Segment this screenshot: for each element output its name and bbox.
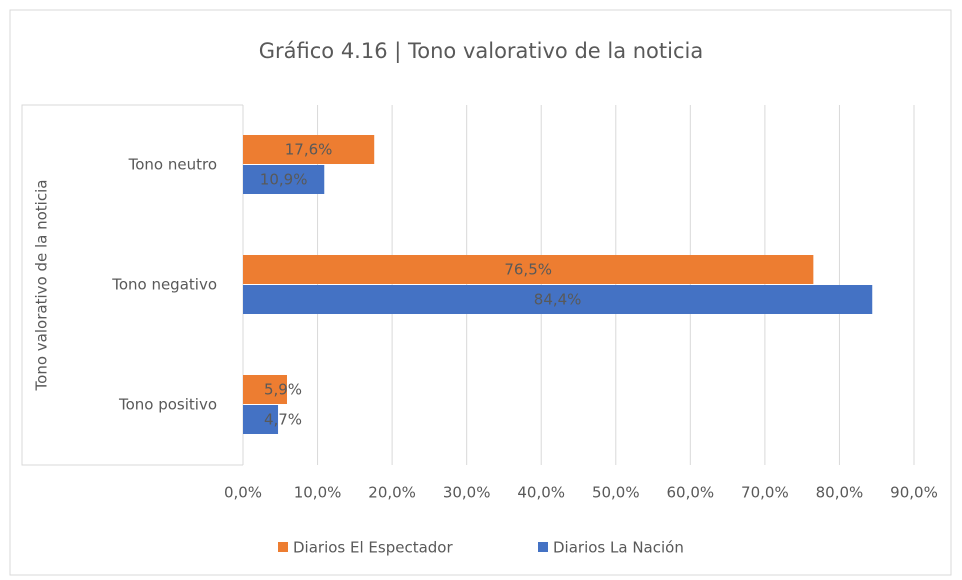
data-label: 84,4%	[534, 291, 582, 309]
axis-box	[21, 104, 243, 466]
y-tick-label: Tono neutro	[128, 156, 217, 174]
bar	[243, 285, 873, 314]
data-label: 76,5%	[504, 261, 552, 279]
x-tick-label: 40,0%	[517, 484, 565, 502]
x-tick-label: 50,0%	[592, 484, 640, 502]
bar	[243, 375, 287, 404]
x-tick-label: 30,0%	[443, 484, 491, 502]
legend-swatch	[278, 542, 288, 552]
x-tick-label: 60,0%	[667, 484, 715, 502]
data-label: 5,9%	[264, 381, 302, 399]
x-tick-label: 90,0%	[890, 484, 938, 502]
y-axis-title: Tono valorativo de la noticia	[33, 180, 51, 392]
data-label: 10,9%	[260, 171, 308, 189]
legend-swatch	[538, 542, 548, 552]
y-tick-label: Tono positivo	[118, 396, 217, 414]
legend-label: Diarios El Espectador	[293, 539, 453, 557]
data-label: 17,6%	[285, 141, 333, 159]
legend-label: Diarios La Nación	[553, 539, 684, 557]
x-tick-label: 70,0%	[741, 484, 789, 502]
data-label: 4,7%	[264, 411, 302, 429]
x-tick-label: 20,0%	[368, 484, 416, 502]
x-tick-label: 0,0%	[224, 484, 262, 502]
bar	[243, 405, 279, 434]
y-tick-label: Tono negativo	[111, 276, 217, 294]
chart-title: Gráfico 4.16 | Tono valorativo de la not…	[259, 39, 703, 64]
x-tick-label: 80,0%	[816, 484, 864, 502]
x-tick-label: 10,0%	[294, 484, 342, 502]
bar	[243, 255, 814, 284]
bar	[243, 165, 325, 194]
bar	[243, 135, 375, 164]
